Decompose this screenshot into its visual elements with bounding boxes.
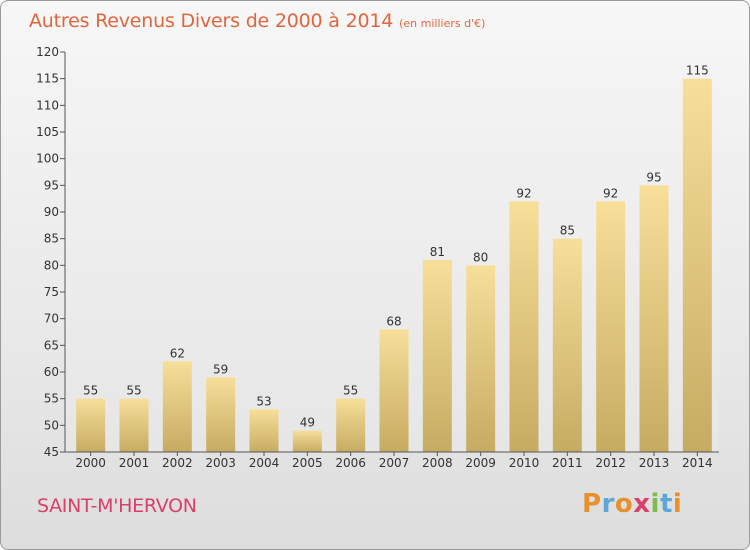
- x-tick-label: 2000: [75, 456, 106, 470]
- logo-letter: x: [633, 489, 651, 519]
- x-tick-label: 2005: [292, 456, 323, 470]
- x-tick-label: 2006: [335, 456, 366, 470]
- logo-letter: i: [672, 489, 683, 519]
- y-tick-label: 95: [44, 178, 59, 192]
- bar-value-label: 92: [516, 186, 531, 200]
- bar-value-label: 80: [473, 250, 488, 264]
- y-tick-label: 70: [44, 312, 59, 326]
- x-tick-label: 2010: [509, 456, 540, 470]
- bar-2005: [292, 430, 322, 452]
- y-tick-label: 120: [36, 45, 59, 59]
- bar-2000: [76, 398, 106, 452]
- x-tick-label: 2003: [205, 456, 236, 470]
- bar-2011: [552, 238, 582, 452]
- y-tick-label: 60: [44, 365, 59, 379]
- bar-value-label: 95: [646, 170, 661, 184]
- y-tick-label: 50: [44, 418, 59, 432]
- y-tick-label: 55: [44, 392, 59, 406]
- bar-2002: [162, 361, 192, 452]
- bar-value-label: 59: [213, 362, 228, 376]
- x-tick-label: 2004: [249, 456, 280, 470]
- logo-letter: o: [614, 489, 634, 519]
- x-tick-label: 2008: [422, 456, 453, 470]
- y-tick-label: 90: [44, 205, 59, 219]
- x-tick-label: 2001: [119, 456, 150, 470]
- chart-unit: (en milliers d'€): [399, 17, 486, 30]
- bar-value-label: 53: [256, 394, 271, 408]
- y-tick-label: 45: [44, 445, 59, 459]
- x-tick-label: 2013: [639, 456, 670, 470]
- x-tick-label: 2012: [595, 456, 626, 470]
- bar-value-label: 92: [603, 186, 618, 200]
- y-tick-label: 85: [44, 232, 59, 246]
- logo-letter: P: [582, 489, 602, 519]
- logo-letter: r: [601, 489, 615, 519]
- bar-2001: [119, 398, 149, 452]
- bar-2004: [249, 409, 279, 452]
- bar-value-label: 49: [300, 416, 315, 430]
- chart-title-block: Autres Revenus Divers de 2000 à 2014 (en …: [29, 10, 485, 32]
- logo-letter: t: [659, 489, 673, 519]
- y-tick-label: 65: [44, 338, 59, 352]
- bar-value-label: 68: [386, 314, 401, 328]
- y-tick-label: 80: [44, 258, 59, 272]
- bar-2013: [639, 185, 669, 453]
- bar-2009: [466, 265, 496, 452]
- chart-title: Autres Revenus Divers de 2000 à 2014: [29, 10, 394, 32]
- bar-2012: [596, 201, 626, 452]
- x-tick-label: 2009: [465, 456, 496, 470]
- bar-value-label: 55: [126, 384, 141, 398]
- bar-2003: [206, 377, 236, 452]
- x-tick-label: 2007: [379, 456, 410, 470]
- bar-value-label: 55: [83, 384, 98, 398]
- logo-letter: i: [650, 489, 660, 519]
- y-tick-label: 105: [36, 125, 59, 139]
- x-tick-label: 2002: [162, 456, 193, 470]
- commune-name: SAINT-M'HERVON: [37, 495, 197, 517]
- bar-value-label: 62: [170, 346, 185, 360]
- y-axis: 45 50 55 60 65 70 75 80 85 90 95 100 105 110 115 120: [36, 45, 66, 459]
- y-tick-label: 75: [44, 285, 59, 299]
- bar-value-label: 115: [686, 64, 709, 78]
- bar-2010: [509, 201, 539, 452]
- proxiti-logo: Proxiti: [582, 489, 682, 519]
- bar-2007: [379, 329, 409, 452]
- bar-value-label: 85: [560, 224, 575, 238]
- y-tick-label: 100: [36, 152, 59, 166]
- bar-2008: [422, 260, 452, 452]
- bar-value-label: 81: [430, 245, 445, 259]
- y-tick-label: 115: [36, 72, 59, 86]
- x-axis: 2000 2001 2002 2003 2004 2005 2006 2007 2008 2009…: [65, 451, 719, 470]
- y-tick-label: 110: [36, 98, 59, 112]
- bars: 55 55 62 59 53 49 55 68 81 80 92 85 92 95 115: [76, 64, 712, 453]
- bar-value-label: 55: [343, 384, 358, 398]
- bar-2006: [336, 398, 366, 452]
- x-tick-label: 2014: [682, 456, 713, 470]
- bar-2014: [682, 78, 712, 453]
- x-tick-label: 2011: [552, 456, 583, 470]
